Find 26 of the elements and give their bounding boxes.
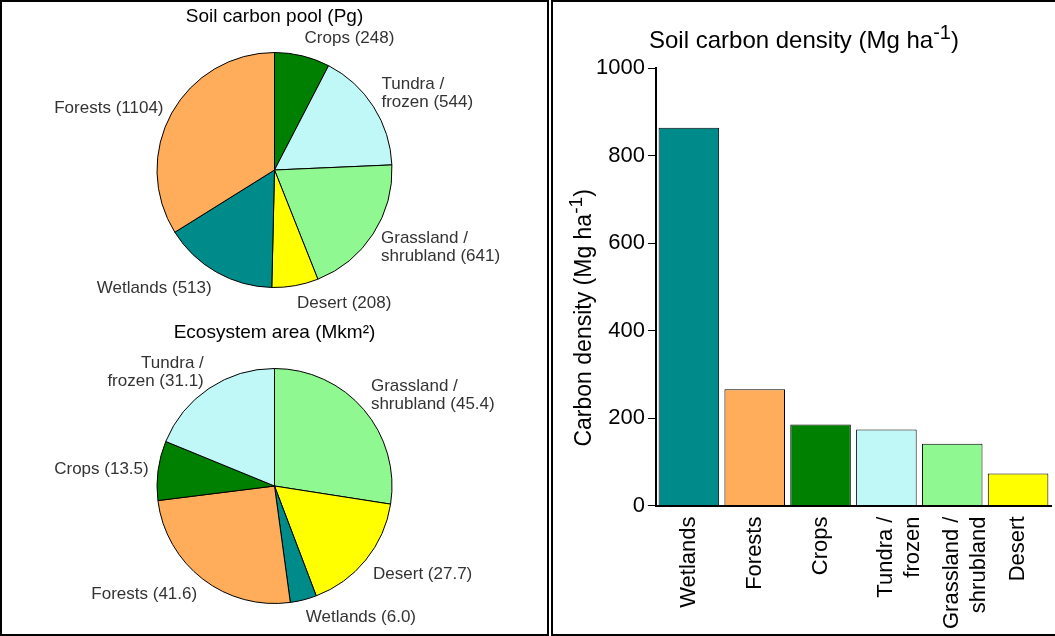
y-tick-label: 600	[608, 229, 645, 255]
chart-title: Soil carbon density (Mg ha$^{-1}$)	[648, 20, 960, 53]
x-tick-label: Desert	[1004, 516, 1030, 582]
slice-label: Wetlands (513)	[96, 277, 212, 297]
x-tick-label: Wetlands	[674, 516, 700, 608]
y-tick-label: 400	[608, 316, 645, 342]
slice-label: Desert (208)	[296, 292, 392, 312]
chart-title: Soil carbon pool (Pg)	[184, 4, 365, 28]
y-tick-label: 800	[608, 141, 645, 167]
slice-label: Crops (248)	[304, 28, 395, 48]
y-tick-label: 1000	[595, 54, 645, 80]
chart-title: Ecosystem area (Mkm²)	[172, 320, 377, 344]
slice-label: Grassland / shrubland (45.4)	[370, 376, 495, 414]
slice-label: Tundra / frozen (544)	[381, 74, 474, 112]
slice-label: Forests (1104)	[54, 98, 164, 118]
slice-label: Grassland / shrubland (641)	[381, 227, 501, 265]
slice-label: Forests (41.6)	[91, 584, 198, 604]
y-tick-label: 200	[608, 404, 645, 430]
x-tick-label: Crops	[806, 516, 832, 576]
slice-label: Tundra / frozen (31.1)	[107, 353, 205, 391]
x-tick-label: Forests	[740, 516, 766, 590]
slice-label: Desert (27.7)	[373, 563, 473, 583]
y-tick-label: 0	[632, 491, 645, 517]
slice-label: Crops (13.5)	[54, 458, 149, 478]
slice-label: Wetlands (6.0)	[305, 606, 416, 626]
x-tick-label: Tundra / frozen	[872, 515, 924, 598]
